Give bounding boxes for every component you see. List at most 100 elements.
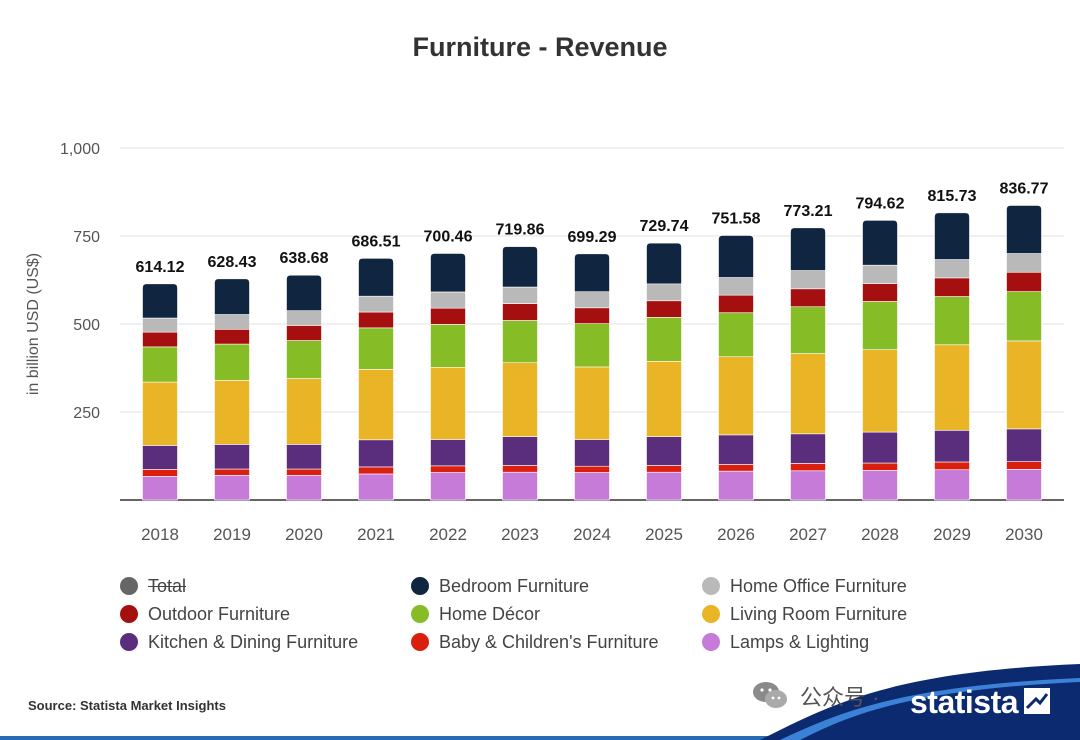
bar-segment[interactable] bbox=[646, 471, 682, 501]
bar-segment[interactable] bbox=[934, 259, 970, 279]
bar-segment[interactable] bbox=[430, 472, 466, 501]
bar-segment[interactable] bbox=[574, 307, 610, 324]
bar-segment[interactable] bbox=[862, 349, 898, 433]
bar-stack-2028[interactable] bbox=[862, 219, 898, 501]
bar-segment[interactable] bbox=[430, 253, 466, 293]
bar-segment[interactable] bbox=[934, 469, 970, 501]
bar-stack-2027[interactable] bbox=[790, 227, 826, 501]
legend-item[interactable]: Outdoor Furniture bbox=[120, 602, 290, 626]
bar-segment[interactable] bbox=[574, 366, 610, 440]
bar-segment[interactable] bbox=[502, 436, 538, 466]
bar-segment[interactable] bbox=[214, 343, 250, 381]
legend-item[interactable]: Home Office Furniture bbox=[702, 574, 907, 598]
bar-segment[interactable] bbox=[358, 258, 394, 297]
bar-segment[interactable] bbox=[358, 295, 394, 313]
bar-segment[interactable] bbox=[790, 433, 826, 464]
bar-segment[interactable] bbox=[358, 327, 394, 370]
bar-stack-2018[interactable] bbox=[142, 283, 178, 501]
bar-stack-2021[interactable] bbox=[358, 258, 394, 501]
bar-segment[interactable] bbox=[286, 444, 322, 470]
legend-item[interactable]: Bedroom Furniture bbox=[411, 574, 589, 598]
bar-segment[interactable] bbox=[934, 212, 970, 260]
bar-stack-2025[interactable] bbox=[646, 242, 682, 501]
bar-segment[interactable] bbox=[214, 444, 250, 470]
bar-segment[interactable] bbox=[790, 270, 826, 290]
bar-segment[interactable] bbox=[214, 328, 250, 345]
legend-item[interactable]: Baby & Children's Furniture bbox=[411, 630, 659, 654]
bar-segment[interactable] bbox=[286, 475, 322, 501]
bar-segment[interactable] bbox=[790, 306, 826, 354]
bar-segment[interactable] bbox=[718, 277, 754, 296]
bar-segment[interactable] bbox=[574, 472, 610, 501]
bar-segment[interactable] bbox=[1006, 469, 1042, 501]
bar-segment[interactable] bbox=[142, 476, 178, 501]
bar-segment[interactable] bbox=[286, 325, 322, 341]
bar-segment[interactable] bbox=[862, 470, 898, 501]
bar-segment[interactable] bbox=[1006, 271, 1042, 292]
bar-segment[interactable] bbox=[502, 303, 538, 321]
bar-segment[interactable] bbox=[646, 283, 682, 302]
bar-stack-2029[interactable] bbox=[934, 212, 970, 501]
bar-stack-2022[interactable] bbox=[430, 253, 466, 501]
bar-segment[interactable] bbox=[286, 340, 322, 379]
bar-stack-2026[interactable] bbox=[718, 235, 754, 501]
bar-stack-2024[interactable] bbox=[574, 253, 610, 501]
bar-segment[interactable] bbox=[358, 473, 394, 501]
bar-segment[interactable] bbox=[430, 465, 466, 473]
legend-item[interactable]: Total bbox=[120, 574, 186, 598]
bar-segment[interactable] bbox=[502, 286, 538, 304]
bar-segment[interactable] bbox=[790, 463, 826, 472]
bar-segment[interactable] bbox=[718, 434, 754, 465]
bar-segment[interactable] bbox=[574, 253, 610, 292]
legend-item[interactable]: Lamps & Lighting bbox=[702, 630, 869, 654]
bar-segment[interactable] bbox=[646, 361, 682, 437]
bar-segment[interactable] bbox=[214, 380, 250, 445]
bar-segment[interactable] bbox=[358, 439, 394, 468]
bar-segment[interactable] bbox=[1006, 253, 1042, 273]
bar-segment[interactable] bbox=[934, 296, 970, 346]
bar-segment[interactable] bbox=[574, 439, 610, 467]
legend-item[interactable]: Living Room Furniture bbox=[702, 602, 907, 626]
bar-segment[interactable] bbox=[790, 227, 826, 271]
bar-segment[interactable] bbox=[286, 378, 322, 445]
bar-segment[interactable] bbox=[862, 283, 898, 302]
bar-segment[interactable] bbox=[646, 436, 682, 466]
bar-segment[interactable] bbox=[502, 471, 538, 501]
bar-segment[interactable] bbox=[142, 469, 178, 477]
bar-segment[interactable] bbox=[718, 294, 754, 314]
bar-segment[interactable] bbox=[430, 291, 466, 309]
bar-stack-2023[interactable] bbox=[502, 246, 538, 501]
bar-stack-2019[interactable] bbox=[214, 278, 250, 501]
bar-segment[interactable] bbox=[142, 283, 178, 319]
legend-item[interactable]: Kitchen & Dining Furniture bbox=[120, 630, 358, 654]
bar-segment[interactable] bbox=[574, 465, 610, 473]
bar-segment[interactable] bbox=[1006, 340, 1042, 430]
bar-segment[interactable] bbox=[862, 264, 898, 284]
bar-segment[interactable] bbox=[502, 362, 538, 437]
bar-segment[interactable] bbox=[574, 291, 610, 309]
bar-segment[interactable] bbox=[142, 445, 178, 470]
bar-segment[interactable] bbox=[142, 317, 178, 333]
bar-segment[interactable] bbox=[286, 274, 322, 311]
bar-segment[interactable] bbox=[718, 470, 754, 501]
bar-segment[interactable] bbox=[430, 366, 466, 440]
bar-segment[interactable] bbox=[790, 288, 826, 308]
bar-segment[interactable] bbox=[286, 468, 322, 476]
bar-segment[interactable] bbox=[502, 465, 538, 473]
bar-segment[interactable] bbox=[214, 468, 250, 476]
bar-segment[interactable] bbox=[430, 307, 466, 325]
legend-item[interactable]: Home Décor bbox=[411, 602, 540, 626]
bar-segment[interactable] bbox=[502, 246, 538, 288]
bar-segment[interactable] bbox=[214, 314, 250, 330]
bar-segment[interactable] bbox=[358, 311, 394, 329]
bar-segment[interactable] bbox=[142, 346, 178, 383]
bar-segment[interactable] bbox=[646, 317, 682, 362]
bar-segment[interactable] bbox=[430, 324, 466, 368]
bar-segment[interactable] bbox=[934, 344, 970, 431]
bar-segment[interactable] bbox=[862, 301, 898, 350]
bar-segment[interactable] bbox=[646, 465, 682, 473]
bar-segment[interactable] bbox=[358, 369, 394, 441]
bar-segment[interactable] bbox=[574, 323, 610, 368]
bar-segment[interactable] bbox=[502, 320, 538, 364]
bar-segment[interactable] bbox=[862, 431, 898, 464]
